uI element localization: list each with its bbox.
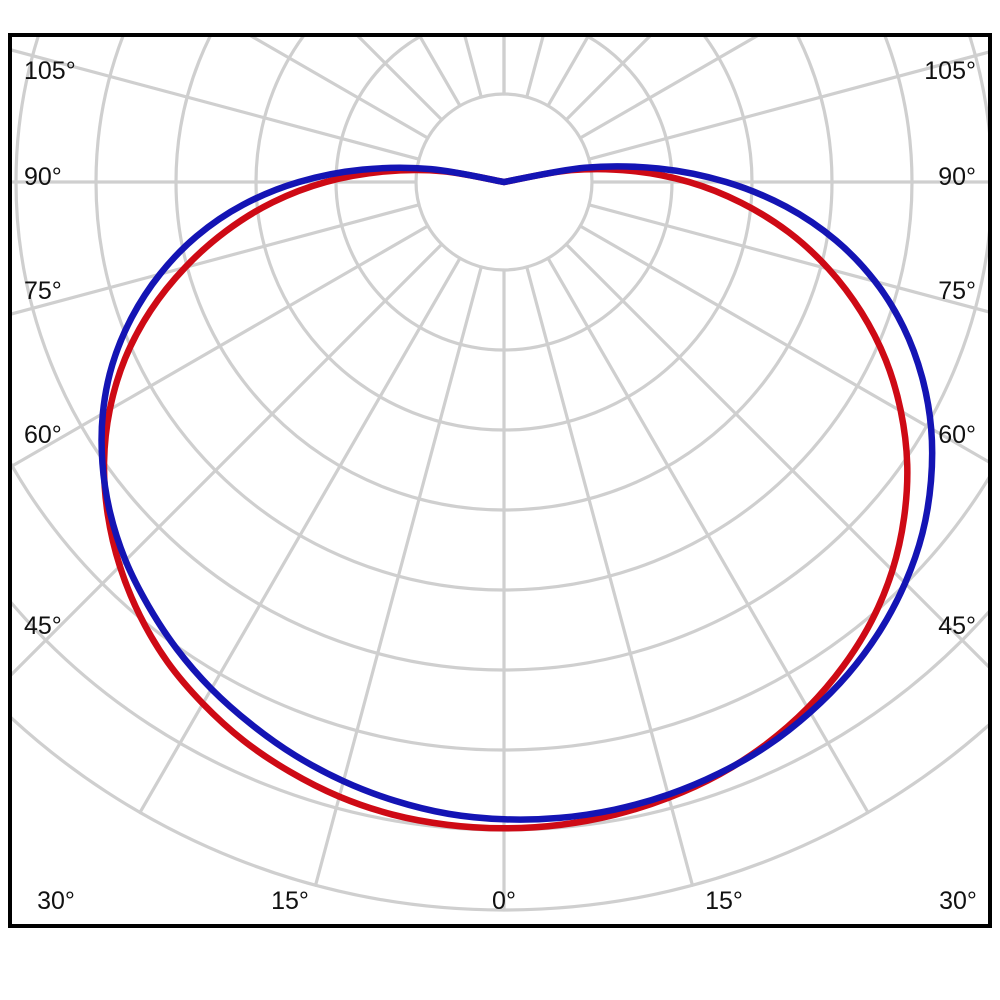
polar-plot-frame: 105° 90° 75° 60° 45° 105° 90° 75° 60° 45° 30° 15° 0°… [8,33,992,928]
angle-label-bottom-right-15: 15° [705,887,743,915]
polar-diagram: 105° 90° 75° 60° 45° 105° 90° 75° 60° 45° 30° 15° 0°… [12,37,988,915]
angle-label-bottom-right-30: 30° [939,887,977,915]
grid-spoke [12,242,444,677]
grid-ring [14,37,988,672]
grid-spoke [356,37,444,122]
grid-ring [94,37,914,592]
grid-ring [12,716,988,912]
polar-angle-labels: 105° 90° 75° 60° 45° 105° 90° 75° 60° 45° 30° 15° 0°… [24,57,977,915]
grid-spoke [12,203,421,316]
angle-label-left-75: 75° [24,277,62,305]
angle-label-bottom-0: 0° [492,887,516,915]
grid-spoke [249,37,430,140]
angle-label-right-105: 105° [924,57,976,85]
grid-ring [12,601,988,832]
angle-label-left-60: 60° [24,421,62,449]
curve-c0-c180 [100,165,911,832]
polar-grid [12,37,988,912]
curve-c90-c270 [98,163,936,823]
grid-spoke [564,242,988,669]
angle-label-right-75: 75° [938,277,976,305]
grid-spoke [578,37,759,140]
angle-label-right-60: 60° [938,421,976,449]
grid-ring [254,37,754,432]
angle-label-left-105: 105° [24,57,76,85]
angle-label-left-90: 90° [24,163,62,191]
angle-label-left-45: 45° [24,612,62,640]
angle-label-right-90: 90° [938,163,976,191]
angle-label-bottom-left-15: 15° [271,887,309,915]
grid-ring [174,37,834,512]
angle-label-bottom-left-30: 30° [37,887,75,915]
polar-curves [98,163,936,832]
grid-ring [12,462,988,752]
angle-label-right-45: 45° [938,612,976,640]
grid-spoke [564,37,652,122]
grid-ring [414,92,594,272]
